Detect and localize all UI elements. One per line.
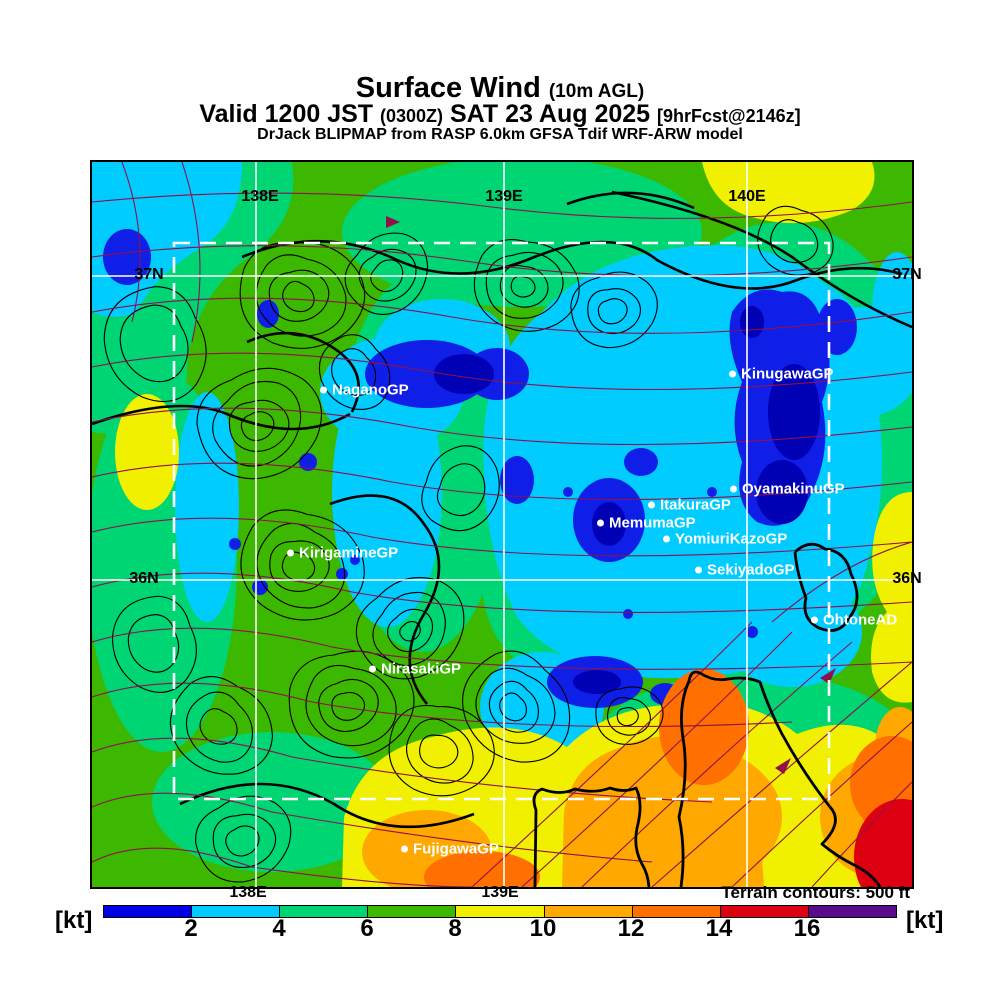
colorbar [103,905,897,918]
colorbar-segment [456,906,545,917]
site-label: NirasakiGP [381,660,462,678]
colorbar-segment [280,906,369,917]
valid-date: SAT 23 Aug 2025 [450,100,651,128]
colorbar-segment [720,906,809,917]
site-label: KinugawaGP [741,365,834,383]
colorbar-segment [808,906,896,917]
site-marker-KinugawaGP: KinugawaGP [729,366,834,383]
grid-label-top-138e: 138E [241,188,279,205]
colorbar-tick-10: 10 [529,915,557,942]
site-marker-MemumaGP: MemumaGP [597,515,696,532]
site-dot-icon [663,535,670,543]
site-dot-icon [648,501,655,509]
site-dot-icon [287,549,294,557]
site-label: NaganoGP [332,381,409,399]
colorbar-segment [368,906,457,917]
model-line: DrJack BLIPMAP from RASP 6.0km GFSA Tdif… [257,126,743,143]
colorbar-tick-4: 4 [272,915,286,942]
map-art [92,162,912,887]
grid-label-right-36n: 36N [892,570,922,587]
colorbar-segment [104,906,193,917]
colorbar-tick-14: 14 [705,915,733,942]
site-dot-icon [811,616,818,624]
title-main: Surface Wind [355,72,541,104]
grid-label-top-140e: 140E [728,188,766,205]
site-label: YomiuriKazoGP [675,530,788,548]
colorbar-segment [192,906,281,917]
site-dot-icon [730,485,737,493]
valid-time: Valid 1200 JST [199,100,374,128]
site-marker-OyamakinuGP: OyamakinuGP [730,481,845,498]
site-marker-ItakuraGP: ItakuraGP [648,497,731,514]
site-dot-icon [320,386,327,394]
site-label: MemumaGP [609,514,696,532]
colorbar-segment [544,906,633,917]
site-dot-icon [597,519,604,527]
units-label-right: [kt] [906,907,944,934]
site-marker-NaganoGP: NaganoGP [320,382,409,399]
valid-utc: (0300Z) [380,106,444,126]
grid-label-bottom-138e: 138E [229,884,267,901]
site-marker-FujigawaGP: FujigawaGP [401,841,499,858]
site-marker-KirigamineGP: KirigamineGP [287,545,398,562]
site-label: KirigamineGP [299,544,399,562]
valid-line: Valid 1200 JST (0300Z) SAT 23 Aug 2025 [… [0,100,1000,129]
site-marker-SekiyadoGP: SekiyadoGP [695,562,795,579]
grid-label-left-36n: 36N [129,570,159,587]
site-label: SekiyadoGP [707,561,795,579]
site-label: FujigawaGP [413,840,499,858]
site-marker-YomiuriKazoGP: YomiuriKazoGP [663,531,787,548]
site-dot-icon [729,370,736,378]
forecast-tag: [9hrFcst@2146z] [657,106,801,126]
colorbar-ticks: 2 4 6 8 10 12 14 16 [103,915,895,943]
colorbar-tick-8: 8 [448,915,462,942]
site-dot-icon [695,566,702,574]
site-marker-NirasakiGP: NirasakiGP [369,661,461,678]
site-label: OyamakinuGP [742,480,845,498]
grid-label-top-139e: 139E [485,188,523,205]
grid-label-right-37n: 37N [892,266,922,283]
site-label: OhtoneAD [823,611,898,629]
units-label-left: [kt] [55,907,93,934]
terrain-contours-note: Terrain contours: 500 ft [721,883,910,902]
site-label: ItakuraGP [660,496,731,514]
grid-label-left-37n: 37N [134,266,164,283]
colorbar-tick-6: 6 [360,915,374,942]
site-marker-OhtoneAD: OhtoneAD [811,612,897,629]
site-dot-icon [401,845,408,853]
colorbar-segment [632,906,721,917]
grid-label-bottom-139e: 139E [481,884,519,901]
title-suffix: (10m AGL) [548,81,645,102]
colorbar-tick-2: 2 [184,915,198,942]
colorbar-tick-12: 12 [617,915,645,942]
page-title: Surface Wind (10m AGL) [0,72,1000,105]
colorbar-tick-16: 16 [793,915,821,942]
site-dot-icon [369,665,376,673]
wind-map: 138E 139E 140E 37N 36N 37N 36N NaganoGP K… [90,160,922,889]
